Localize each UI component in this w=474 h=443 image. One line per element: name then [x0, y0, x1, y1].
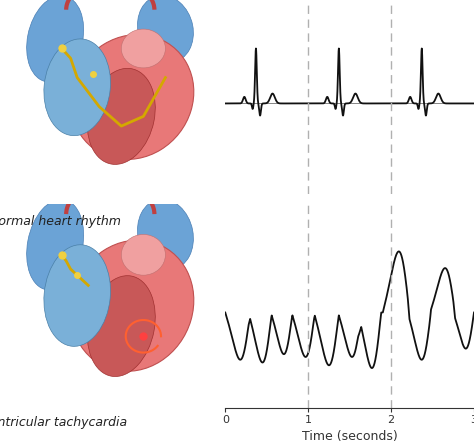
- Ellipse shape: [137, 199, 193, 270]
- Text: Normal heart rhythm: Normal heart rhythm: [0, 215, 120, 228]
- Ellipse shape: [71, 240, 194, 371]
- X-axis label: Time (seconds): Time (seconds): [302, 430, 398, 443]
- Ellipse shape: [44, 39, 110, 136]
- Ellipse shape: [71, 35, 194, 159]
- Text: Ventricular tachycardia: Ventricular tachycardia: [0, 416, 127, 429]
- Ellipse shape: [87, 68, 155, 164]
- Ellipse shape: [87, 276, 155, 377]
- Ellipse shape: [137, 0, 193, 63]
- Ellipse shape: [121, 29, 165, 68]
- Ellipse shape: [121, 234, 165, 275]
- Ellipse shape: [44, 245, 110, 346]
- Ellipse shape: [27, 199, 83, 290]
- Ellipse shape: [27, 0, 83, 82]
